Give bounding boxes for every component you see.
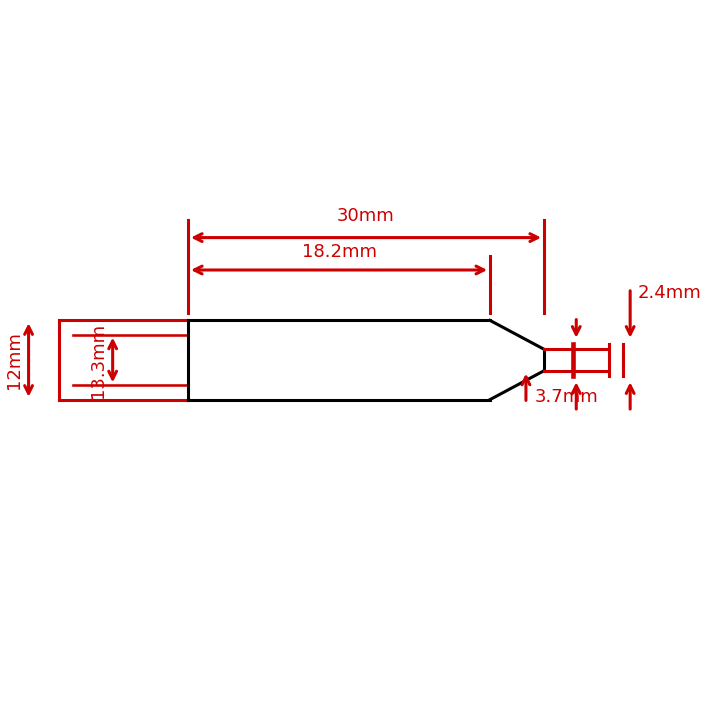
Text: 30mm: 30mm [337,207,395,225]
Text: 3.7mm: 3.7mm [534,389,598,406]
Text: 18.2mm: 18.2mm [302,243,377,261]
Text: 2.4mm: 2.4mm [637,284,701,302]
Text: 12mm: 12mm [5,331,23,389]
Text: 13.3mm: 13.3mm [89,323,107,397]
